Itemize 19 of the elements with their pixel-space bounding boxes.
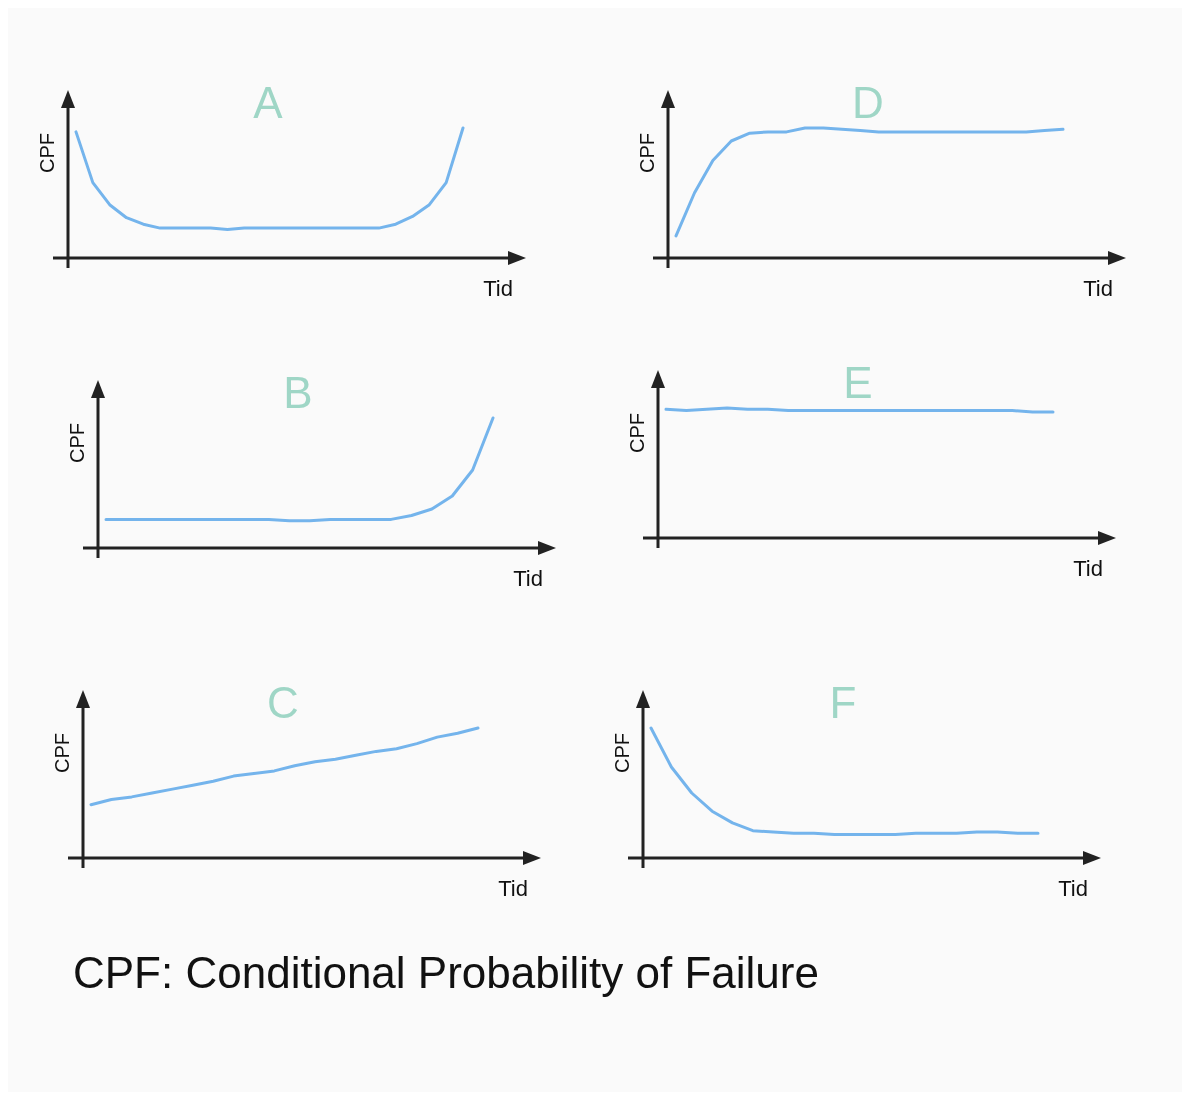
x-axis-title: Tid [483,276,513,301]
chart-title: F [829,678,857,727]
y-axis-title: CPF [626,413,648,453]
chart-title: A [253,78,284,127]
x-axis-title: Tid [1058,876,1088,901]
chart-title: E [843,358,873,407]
y-axis-title: CPF [51,733,73,773]
chart-title: D [852,78,884,127]
x-axis-title: Tid [513,566,543,591]
text: CPF: Conditional Probability of Failure [73,948,819,997]
chart-title: B [283,368,313,417]
x-axis-title: Tid [498,876,528,901]
chart-title: C [267,678,299,727]
y-axis-title: CPF [66,423,88,463]
y-axis-title: CPF [636,133,658,173]
x-axis-title: Tid [1073,556,1103,581]
y-axis-title: CPF [36,133,58,173]
y-axis-title: CPF [611,733,633,773]
x-axis-title: Tid [1083,276,1113,301]
